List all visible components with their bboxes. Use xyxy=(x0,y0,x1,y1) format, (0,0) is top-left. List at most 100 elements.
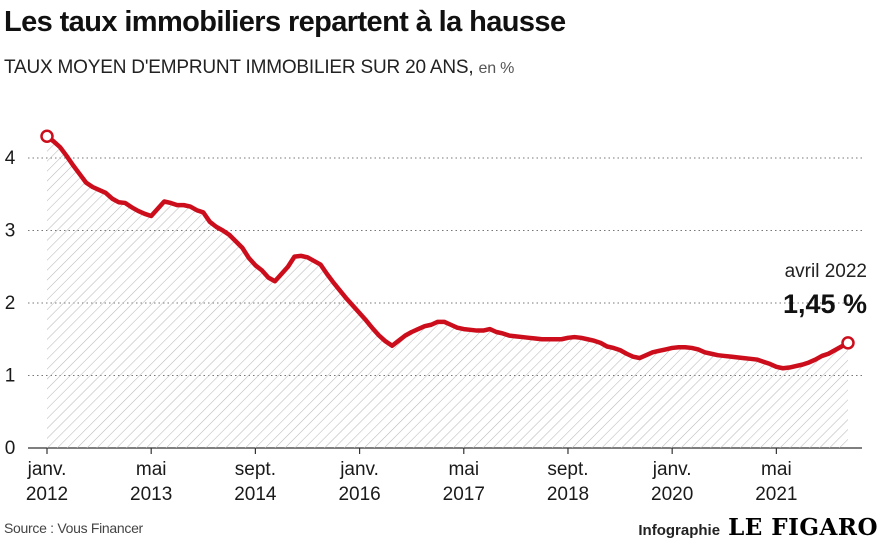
x-axis: janv. 2012 mai 2013 sept. 2014 janv. 2016 mai 201… xyxy=(26,448,798,505)
data-point xyxy=(149,214,153,218)
data-point xyxy=(65,154,69,158)
x-tick-label-year: 2020 xyxy=(651,484,693,505)
area-fill xyxy=(47,136,848,448)
x-tick-label-month: janv. xyxy=(652,459,692,480)
data-point xyxy=(742,356,746,360)
data-point xyxy=(813,358,817,362)
data-point xyxy=(664,347,668,351)
data-point xyxy=(247,256,251,260)
data-point xyxy=(384,339,388,343)
data-point xyxy=(364,318,368,322)
data-point xyxy=(397,339,401,343)
data-point xyxy=(227,233,231,237)
data-point xyxy=(71,163,75,167)
data-point xyxy=(442,320,446,324)
x-tick-label-year: 2014 xyxy=(234,484,277,505)
x-tick-label-month: mai xyxy=(448,459,479,480)
data-point xyxy=(78,172,82,176)
data-point xyxy=(716,353,720,357)
data-point xyxy=(410,330,414,334)
data-point xyxy=(286,265,290,269)
data-point xyxy=(299,254,303,258)
credit-label: Infographie xyxy=(638,522,721,539)
data-point xyxy=(651,350,655,354)
data-point xyxy=(520,335,524,339)
data-point xyxy=(507,334,511,338)
data-point xyxy=(188,205,192,209)
data-point xyxy=(475,329,479,333)
chart-title: Les taux immobiliers repartent à la haus… xyxy=(4,6,566,38)
data-point xyxy=(468,328,472,332)
data-point xyxy=(123,201,127,205)
data-point xyxy=(761,360,765,364)
data-point xyxy=(292,255,296,259)
y-axis-labels: 0 1 2 3 4 xyxy=(5,148,16,459)
x-tick-label-month: sept. xyxy=(235,459,276,480)
data-point xyxy=(455,326,459,330)
data-point xyxy=(540,337,544,341)
data-point xyxy=(253,263,257,267)
data-point xyxy=(794,364,798,368)
data-point xyxy=(345,297,349,301)
data-point xyxy=(332,281,336,285)
data-point xyxy=(657,349,661,353)
data-point xyxy=(175,203,179,207)
data-point xyxy=(240,246,244,250)
data-point xyxy=(91,185,95,189)
data-point xyxy=(104,191,108,195)
data-point xyxy=(533,337,537,341)
data-point xyxy=(644,353,648,357)
data-point xyxy=(755,358,759,362)
data-point xyxy=(436,320,440,324)
y-tick-label: 0 xyxy=(5,438,16,459)
data-point xyxy=(358,311,362,315)
data-point xyxy=(625,352,629,356)
data-point xyxy=(462,327,466,331)
data-point xyxy=(768,362,772,366)
data-point xyxy=(612,346,616,350)
le-figaro-logo: LE FIGARO xyxy=(728,514,878,541)
data-point xyxy=(423,324,427,328)
data-point xyxy=(214,225,218,229)
data-point xyxy=(377,334,381,338)
data-point xyxy=(722,354,726,358)
data-point xyxy=(201,210,205,214)
data-point xyxy=(703,350,707,354)
data-point xyxy=(130,205,134,209)
data-point xyxy=(599,341,603,345)
data-point xyxy=(273,279,277,283)
data-point xyxy=(234,239,238,243)
data-point xyxy=(553,337,557,341)
annotation-date: avril 2022 xyxy=(785,261,867,282)
x-tick-label-year: 2013 xyxy=(130,484,172,505)
data-point xyxy=(266,276,270,280)
data-point xyxy=(690,346,694,350)
data-point xyxy=(618,348,622,352)
data-point xyxy=(169,201,173,205)
data-point xyxy=(429,323,433,327)
data-point xyxy=(351,304,355,308)
data-point xyxy=(481,329,485,333)
data-point xyxy=(605,345,609,349)
data-point xyxy=(110,197,114,201)
data-point xyxy=(371,326,375,330)
data-point xyxy=(709,352,713,356)
data-point xyxy=(260,268,264,272)
data-point xyxy=(800,363,804,367)
y-tick-label: 3 xyxy=(5,221,16,242)
data-point xyxy=(449,323,453,327)
start-point-marker xyxy=(40,129,54,143)
chart-subtitle: TAUX MOYEN D'EMPRUNT IMMOBILIER SUR 20 A… xyxy=(4,57,514,79)
data-point xyxy=(566,336,570,340)
data-point xyxy=(781,366,785,370)
x-tick-label-month: janv. xyxy=(27,459,67,480)
x-tick-label-year: 2016 xyxy=(338,484,380,505)
data-point xyxy=(338,289,342,293)
data-point xyxy=(696,347,700,351)
data-point xyxy=(416,327,420,331)
subtitle-unit: en % xyxy=(478,60,515,77)
data-point xyxy=(572,335,576,339)
x-tick-label-year: 2021 xyxy=(755,484,797,505)
data-point xyxy=(787,366,791,370)
data-point xyxy=(592,339,596,343)
